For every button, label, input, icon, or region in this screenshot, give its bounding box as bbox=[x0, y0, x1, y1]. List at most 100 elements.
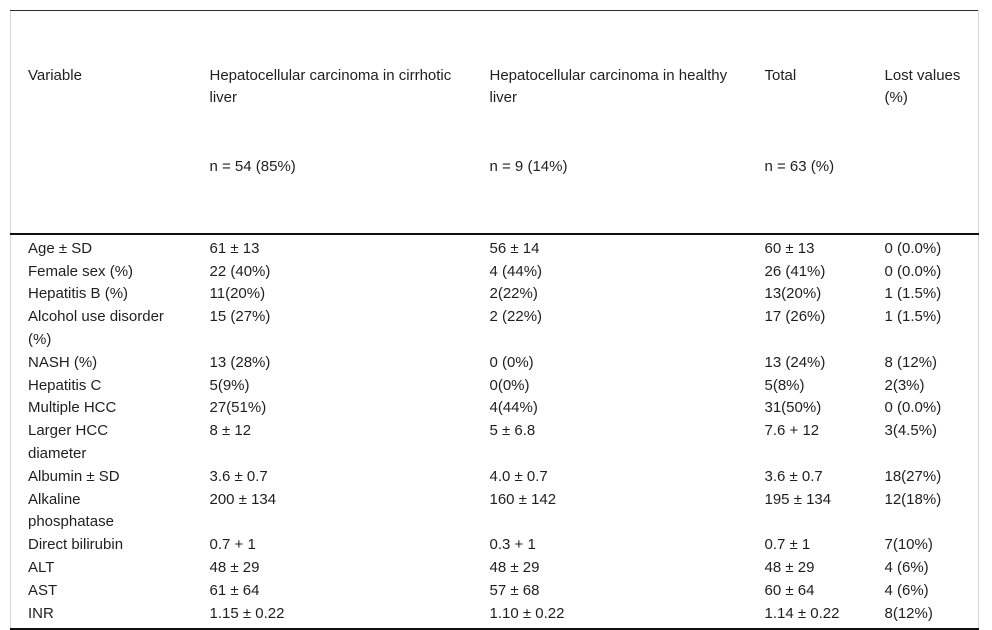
cell-lost: 4 (6%) bbox=[884, 581, 929, 599]
cell-variable: NASH (%) bbox=[28, 353, 98, 371]
cell-total: 26 (41%) bbox=[764, 262, 826, 280]
column-header-total: Total n = 63 (%) bbox=[748, 11, 868, 234]
cell-lost: 0 (0.0%) bbox=[884, 399, 942, 417]
cell-total: 60 ± 13 bbox=[764, 239, 815, 257]
cell-healthy: 0.3 + 1 bbox=[489, 536, 536, 554]
table-row-alcohol-use-disorder: Alcohol use disorder (%) 15 (27%) 2 (22%… bbox=[11, 306, 979, 352]
cell-lost: 0 (0.0%) bbox=[884, 239, 942, 257]
cell-total: 48 ± 29 bbox=[764, 558, 815, 576]
cell-cirrhotic: 61 ± 13 bbox=[209, 239, 260, 257]
cell-healthy: 4(44%) bbox=[489, 399, 538, 417]
cell-total: 31(50%) bbox=[764, 399, 822, 417]
cell-lost: 0 (0.0%) bbox=[884, 262, 942, 280]
cell-variable: Alcohol use disorder (%) bbox=[28, 308, 164, 348]
cell-variable: INR bbox=[28, 604, 54, 622]
cell-total: 195 ± 134 bbox=[764, 490, 832, 508]
table-row-hepatitis-c: Hepatitis C 5(9%) 0(0%) 5(8%) 2(3%) bbox=[11, 375, 979, 398]
cell-cirrhotic: 3.6 ± 0.7 bbox=[209, 467, 268, 485]
table-container: Variable Hepatocellular carcinoma in cir… bbox=[10, 10, 980, 630]
cell-healthy: 0 (0%) bbox=[489, 353, 534, 371]
table-row-nash: NASH (%) 13 (28%) 0 (0%) 13 (24%) 8 (12%… bbox=[11, 352, 979, 375]
cell-healthy: 2(22%) bbox=[489, 285, 538, 303]
cell-variable: Hepatitis B (%) bbox=[28, 285, 129, 303]
cell-variable: Alkaline phosphatase bbox=[28, 490, 114, 531]
column-n-count bbox=[28, 156, 185, 179]
table-row-female-sex: Female sex (%) 22 (40%) 4 (44%) 26 (41%)… bbox=[11, 261, 979, 284]
cell-cirrhotic: 200 ± 134 bbox=[209, 490, 277, 508]
cell-lost: 12(18%) bbox=[884, 490, 942, 508]
cell-lost: 8 (12%) bbox=[884, 353, 938, 371]
cell-cirrhotic: 48 ± 29 bbox=[209, 558, 260, 576]
table-header: Variable Hepatocellular carcinoma in cir… bbox=[10, 11, 979, 234]
cell-healthy: 160 ± 142 bbox=[489, 490, 557, 508]
cell-healthy: 4.0 ± 0.7 bbox=[489, 467, 548, 485]
cell-lost: 4 (6%) bbox=[884, 558, 929, 576]
column-header-lost-values: Lost values (%) bbox=[868, 11, 979, 234]
cell-lost: 2(3%) bbox=[884, 376, 925, 394]
cell-healthy: 5 ± 6.8 bbox=[489, 422, 536, 440]
cell-lost: 7(10%) bbox=[884, 536, 933, 554]
table-row-multiple-hcc: Multiple HCC 27(51%) 4(44%) 31(50%) 0 (0… bbox=[11, 397, 979, 420]
cell-healthy: 2 (22%) bbox=[489, 308, 543, 326]
column-n-count: n = 54 (85%) bbox=[209, 158, 296, 176]
table-row-inr: INR 1.15 ± 0.22 1.10 ± 0.22 1.14 ± 0.22 … bbox=[11, 603, 979, 630]
cell-variable: Direct bilirubin bbox=[28, 536, 124, 554]
cell-total: 60 ± 64 bbox=[764, 581, 815, 599]
patient-characteristics-table: Variable Hepatocellular carcinoma in cir… bbox=[10, 10, 979, 630]
cell-variable: Female sex (%) bbox=[28, 262, 134, 280]
table-row-alkaline-phosphatase: Alkaline phosphatase 200 ± 134 160 ± 142… bbox=[11, 489, 979, 535]
table-row-age: Age ± SD 61 ± 13 56 ± 14 60 ± 13 0 (0.0%… bbox=[11, 234, 979, 261]
column-n-count bbox=[885, 156, 971, 179]
cell-variable: Larger HCC diameter bbox=[28, 422, 109, 462]
cell-lost: 1 (1.5%) bbox=[884, 308, 942, 326]
cell-variable: Hepatitis C bbox=[28, 376, 102, 394]
cell-cirrhotic: 27(51%) bbox=[209, 399, 267, 417]
cell-cirrhotic: 15 (27%) bbox=[209, 308, 271, 326]
table-row-ast: AST 61 ± 64 57 ± 68 60 ± 64 4 (6%) bbox=[11, 580, 979, 603]
cell-lost: 3(4.5%) bbox=[884, 422, 938, 440]
cell-lost: 1 (1.5%) bbox=[884, 285, 942, 303]
cell-variable: Albumin ± SD bbox=[28, 467, 120, 485]
cell-cirrhotic: 13 (28%) bbox=[209, 353, 271, 371]
column-title: Lost values (%) bbox=[884, 66, 961, 107]
cell-healthy: 56 ± 14 bbox=[489, 239, 540, 257]
column-n-count: n = 9 (14%) bbox=[489, 158, 568, 176]
column-header-variable: Variable bbox=[11, 11, 193, 234]
header-row: Variable Hepatocellular carcinoma in cir… bbox=[10, 11, 979, 234]
column-title: Variable bbox=[28, 66, 82, 84]
cell-total: 7.6 + 12 bbox=[764, 422, 820, 440]
column-n-count: n = 63 (%) bbox=[764, 158, 835, 176]
cell-variable: Multiple HCC bbox=[28, 399, 117, 417]
table-row-larger-hcc-diameter: Larger HCC diameter 8 ± 12 5 ± 6.8 7.6 +… bbox=[11, 420, 979, 466]
cell-total: 0.7 ± 1 bbox=[764, 536, 811, 554]
cell-variable: AST bbox=[28, 581, 58, 599]
cell-variable: Age ± SD bbox=[28, 239, 93, 257]
table-row-hepatitis-b: Hepatitis B (%) 11(20%) 2(22%) 13(20%) 1… bbox=[11, 283, 979, 306]
cell-healthy: 57 ± 68 bbox=[489, 581, 540, 599]
cell-cirrhotic: 0.7 + 1 bbox=[209, 536, 256, 554]
table-body: Age ± SD 61 ± 13 56 ± 14 60 ± 13 0 (0.0%… bbox=[11, 234, 979, 630]
table-row-direct-bilirubin: Direct bilirubin 0.7 + 1 0.3 + 1 0.7 ± 1… bbox=[11, 534, 979, 557]
cell-lost: 18(27%) bbox=[884, 467, 942, 485]
cell-cirrhotic: 22 (40%) bbox=[209, 262, 271, 280]
table-row-alt: ALT 48 ± 29 48 ± 29 48 ± 29 4 (6%) bbox=[11, 557, 979, 580]
cell-total: 5(8%) bbox=[764, 376, 805, 394]
cell-total: 1.14 ± 0.22 bbox=[764, 604, 840, 622]
cell-total: 13 (24%) bbox=[764, 353, 826, 371]
cell-healthy: 48 ± 29 bbox=[489, 558, 540, 576]
cell-healthy: 1.10 ± 0.22 bbox=[489, 604, 565, 622]
column-title: Hepatocellular carcinoma in cirrhotic li… bbox=[209, 66, 452, 107]
column-header-hcc-cirrhotic-liver: Hepatocellular carcinoma in cirrhotic li… bbox=[193, 11, 473, 234]
column-title: Total bbox=[764, 66, 797, 84]
table-row-albumin: Albumin ± SD 3.6 ± 0.7 4.0 ± 0.7 3.6 ± 0… bbox=[11, 466, 979, 489]
cell-cirrhotic: 61 ± 64 bbox=[209, 581, 260, 599]
cell-total: 13(20%) bbox=[764, 285, 822, 303]
cell-cirrhotic: 5(9%) bbox=[209, 376, 250, 394]
cell-healthy: 4 (44%) bbox=[489, 262, 543, 280]
cell-healthy: 0(0%) bbox=[489, 376, 530, 394]
cell-cirrhotic: 8 ± 12 bbox=[209, 422, 252, 440]
cell-total: 17 (26%) bbox=[764, 308, 826, 326]
column-title: Hepatocellular carcinoma in healthy live… bbox=[489, 66, 728, 107]
cell-cirrhotic: 11(20%) bbox=[209, 285, 266, 303]
cell-variable: ALT bbox=[28, 558, 55, 576]
